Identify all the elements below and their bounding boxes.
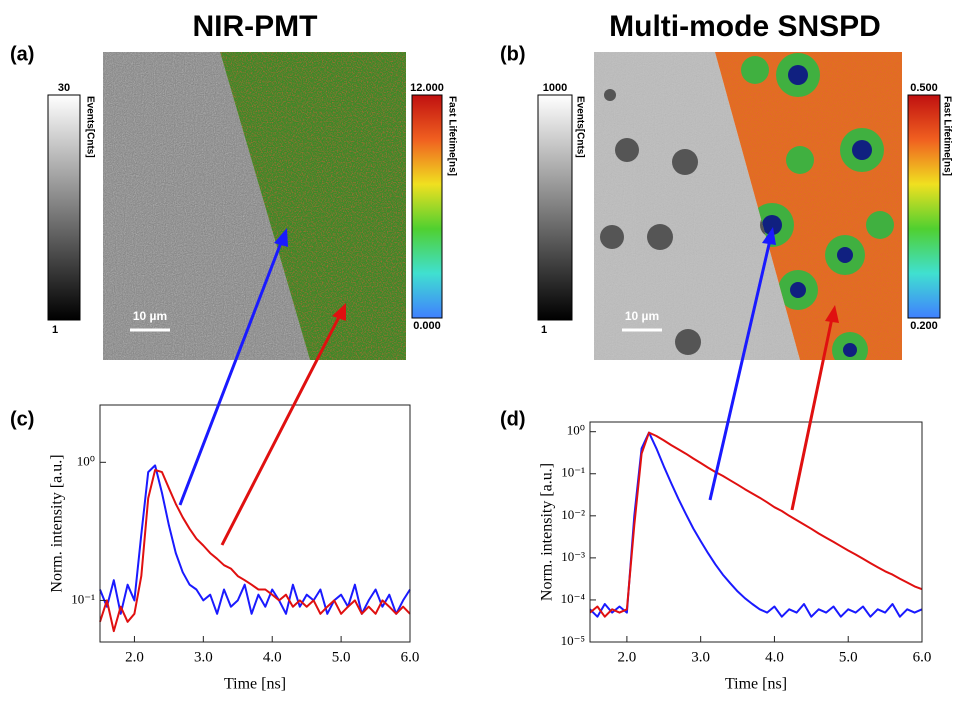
x-tick-label: 4.0 xyxy=(765,649,784,665)
x-tick-label: 4.0 xyxy=(263,649,282,665)
colorbar-label: Fast Lifetime[ns] xyxy=(941,96,952,176)
y-tick-label: 10⁰ xyxy=(77,453,95,468)
arrows xyxy=(178,227,839,546)
colorbar-max: 12.000 xyxy=(410,82,444,94)
gray-colorbar xyxy=(47,94,81,321)
x-tick-label: 2.0 xyxy=(125,649,144,665)
panel-title: Multi-mode SNSPD xyxy=(609,10,881,43)
colorbar-min: 0.000 xyxy=(413,320,441,332)
color-colorbar xyxy=(907,94,941,319)
x-tick-label: 5.0 xyxy=(332,649,351,665)
colorbar-min: 0.200 xyxy=(910,320,938,332)
y-tick-label: 10⁻³ xyxy=(561,549,585,564)
plot-frame xyxy=(589,421,923,643)
color-colorbar xyxy=(411,94,443,319)
charts: 2.0 3.0 4.0 5.0 6.0 10⁻¹ 10⁰ Time [ns] Norm. int… xyxy=(10,404,932,693)
gray-colorbar xyxy=(537,94,573,321)
panel-label: (c) xyxy=(10,408,34,430)
x-tick-label: 5.0 xyxy=(839,649,858,665)
y-tick-label: 10⁰ xyxy=(567,423,585,438)
x-tick-label: 2.0 xyxy=(618,649,637,665)
scale-bar-label: 10 µm xyxy=(133,309,167,323)
colorbar-label: Events[Cnts] xyxy=(84,96,95,158)
x-axis-label: Time [ns] xyxy=(725,676,787,693)
y-tick-label: 10⁻² xyxy=(561,507,585,522)
colorbar-label: Fast Lifetime[ns] xyxy=(446,96,457,176)
data-line xyxy=(589,431,923,618)
y-tick-label: 10⁻¹ xyxy=(561,465,585,480)
y-axis-label: Norm. intensity [a.u.] xyxy=(49,454,66,592)
data-line xyxy=(99,469,411,633)
colorbar-min: 1 xyxy=(52,324,58,336)
panel-label: (b) xyxy=(500,43,526,65)
panel-label: (a) xyxy=(10,43,34,65)
panel-label: (d) xyxy=(500,408,526,430)
y-axis-label: Norm. intensity [a.u.] xyxy=(539,463,556,601)
x-tick-label: 3.0 xyxy=(194,649,213,665)
data-line xyxy=(99,464,411,615)
colorbar-max: 30 xyxy=(58,82,70,94)
x-tick-label: 3.0 xyxy=(691,649,710,665)
colorbar-min: 1 xyxy=(541,324,547,336)
panel-title: NIR-PMT xyxy=(193,10,318,43)
y-tick-label: 10⁻⁴ xyxy=(561,591,586,606)
data-line xyxy=(589,431,923,618)
plot-frame xyxy=(99,404,411,643)
colorbar-max: 0.500 xyxy=(910,82,938,94)
y-tick-label: 10⁻⁵ xyxy=(561,633,585,648)
x-tick-label: 6.0 xyxy=(401,649,420,665)
image-panels: NIR-PMT Multi-mode SNSPD (a) (b) 30 1 Ev… xyxy=(10,10,952,360)
x-tick-label: 6.0 xyxy=(913,649,932,665)
colorbar-label: Events[Cnts] xyxy=(574,96,585,158)
colorbar-max: 1000 xyxy=(543,82,567,94)
scale-bar-label: 10 µm xyxy=(625,309,659,323)
y-tick-label: 10⁻¹ xyxy=(71,591,95,606)
x-axis-label: Time [ns] xyxy=(224,676,286,693)
